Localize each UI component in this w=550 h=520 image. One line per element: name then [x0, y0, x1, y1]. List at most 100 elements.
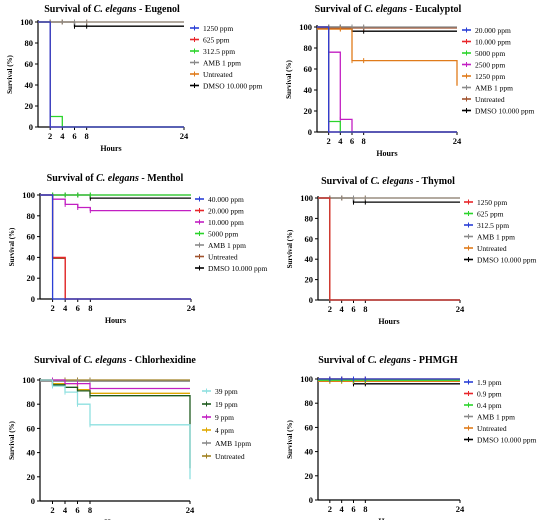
legend-label: 625 ppm [477, 210, 504, 219]
chart-title-prefix: Survival of [34, 355, 83, 366]
chart-panel-5: Survival of C. elegans - Chlorhexidine 0 2… [8, 355, 251, 520]
legend-label: 1250 ppm [203, 24, 233, 33]
chart-title-suffix: - PHMGH [411, 355, 458, 366]
legend-label: 9 ppm [215, 413, 234, 422]
x-tick-label: 6 [75, 505, 79, 515]
chart-title-prefix: Survival of [321, 176, 370, 187]
x-tick-label: 24 [180, 131, 189, 141]
y-tick-label: 0 [29, 122, 33, 132]
legend-label: Untreated [477, 424, 507, 433]
legend-label: 20.000 ppm [208, 207, 244, 216]
chart-title-species: C. elegans [368, 355, 411, 366]
series-line-1 [317, 26, 457, 133]
chart-title-species: C. elegans [84, 355, 127, 366]
legend-label: 5000 ppm [208, 230, 238, 239]
legend-label: DMSO 10.000 ppm [477, 256, 537, 265]
y-tick-label: 60 [305, 422, 314, 432]
x-tick-label: 24 [187, 303, 196, 313]
legend-label: DMSO 10.000 ppm [477, 436, 537, 445]
series-line-3 [38, 21, 184, 128]
legend-label: 4 ppm [215, 426, 234, 435]
series-line-4 [317, 26, 457, 133]
legend-label: 1250 ppm [477, 198, 507, 207]
x-tick-label: 6 [350, 136, 354, 146]
chart-title-species: C. elegans [364, 4, 407, 15]
y-tick-label: 100 [300, 193, 313, 203]
legend-label: AMB 1 ppm [208, 241, 246, 250]
x-axis-label: Hours [105, 316, 126, 325]
legend-label: 625 ppm [203, 36, 230, 45]
y-tick-label: 20 [25, 101, 34, 111]
chart-title-suffix: - Menthol [139, 173, 184, 184]
x-axis-label: Hours [378, 517, 399, 520]
y-tick-label: 40 [304, 85, 313, 95]
legend-label: 1250 ppm [475, 72, 505, 81]
y-tick-label: 80 [25, 38, 34, 48]
y-tick-label: 40 [27, 448, 36, 458]
chart-title: Survival of C. elegans - Eucalyptol [315, 4, 462, 15]
y-tick-label: 0 [309, 295, 313, 305]
y-tick-label: 20 [305, 275, 314, 285]
chart-title-suffix: - Eugenol [136, 4, 180, 15]
series-line-3 [318, 197, 460, 301]
chart-panel-2: Survival of C. elegans - Eucalyptol 0 20 40… [285, 4, 535, 158]
legend-label: AMB 1 ppm [475, 84, 513, 93]
legend-label: Untreated [203, 70, 233, 79]
legend-label: 10.000 ppm [475, 38, 511, 47]
legend-label: AMB 1 ppm [477, 413, 515, 422]
y-tick-label: 100 [22, 190, 35, 200]
y-axis-label: Survival (%) [285, 59, 293, 98]
x-tick-label: 6 [76, 303, 80, 313]
chart-title: Survival of C. elegans - Chlorhexidine [34, 355, 196, 366]
x-tick-label: 4 [60, 131, 65, 141]
chart-title-species: C. elegans [371, 176, 414, 187]
y-tick-label: 80 [304, 43, 313, 53]
x-tick-label: 8 [362, 136, 366, 146]
chart-title-suffix: - Chlorhexidine [126, 355, 196, 366]
x-tick-label: 24 [186, 505, 195, 515]
chart-title-species: C. elegans [94, 4, 137, 15]
y-tick-label: 40 [27, 252, 36, 262]
legend-label: 0.4 ppm [477, 401, 502, 410]
chart-title-prefix: Survival of [47, 173, 96, 184]
x-tick-label: 2 [50, 303, 54, 313]
legend-label: DMSO 10.000 ppm [475, 107, 535, 116]
series-line-1 [40, 194, 191, 300]
x-tick-label: 2 [328, 304, 332, 314]
chart-title-prefix: Survival of [318, 355, 367, 366]
x-tick-label: 4 [340, 304, 345, 314]
x-axis-label: Hours [100, 144, 121, 153]
y-tick-label: 20 [27, 273, 36, 283]
y-tick-label: 80 [305, 213, 314, 223]
y-tick-label: 60 [25, 59, 34, 69]
x-axis-label: Hours [104, 518, 125, 520]
legend-label: 1.9 ppm [477, 378, 502, 387]
x-tick-label: 8 [88, 505, 92, 515]
x-tick-label: 2 [328, 504, 332, 514]
y-axis-label: Survival (%) [8, 420, 16, 459]
legend-label: 19 ppm [215, 400, 238, 409]
series-line-3 [40, 194, 191, 212]
x-tick-label: 24 [456, 304, 465, 314]
x-tick-label: 4 [63, 505, 68, 515]
y-tick-label: 0 [308, 127, 312, 137]
x-tick-label: 8 [85, 131, 89, 141]
legend-label: DMSO 10.000 ppm [208, 264, 268, 273]
legend-label: Untreated [208, 253, 238, 262]
y-tick-label: 100 [20, 17, 33, 27]
x-tick-label: 2 [327, 136, 331, 146]
chart-panel-3: Survival of C. elegans - Menthol 0 20 40 60 8… [8, 173, 268, 325]
series-line-3 [317, 26, 457, 133]
x-tick-label: 6 [351, 504, 355, 514]
x-tick-label: 8 [88, 303, 92, 313]
y-axis-label: Survival (%) [286, 419, 294, 458]
series-line-5 [317, 28, 458, 86]
legend-label: DMSO 10.000 ppm [203, 82, 263, 91]
y-tick-label: 40 [305, 447, 314, 457]
y-tick-label: 80 [305, 398, 314, 408]
legend-label: 39 ppm [215, 387, 238, 396]
y-tick-label: 100 [22, 375, 35, 385]
x-tick-label: 8 [363, 504, 367, 514]
legend-label: 312.5 ppm [203, 47, 235, 56]
y-tick-label: 60 [304, 64, 313, 74]
